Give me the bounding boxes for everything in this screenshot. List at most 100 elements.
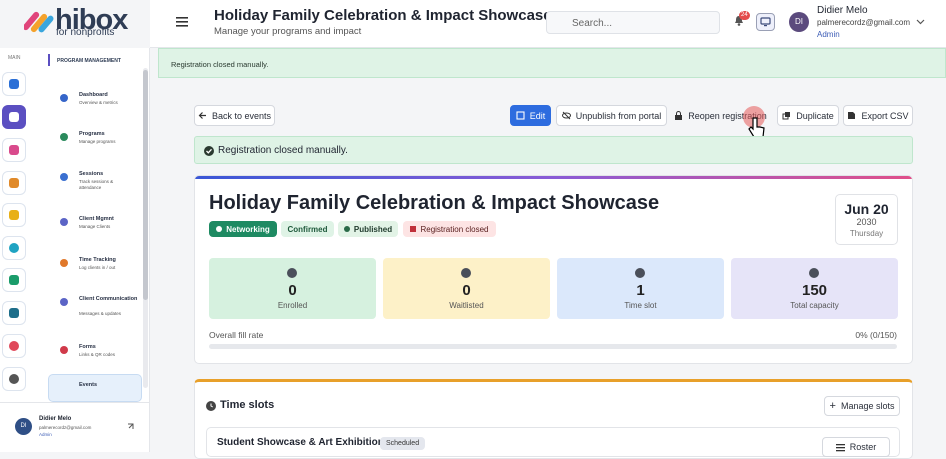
card-accent [195,176,912,179]
slot-name: Student Showcase & Art Exhibition [217,437,384,448]
export-button[interactable]: Export CSV [843,105,913,126]
user-role: Admin [817,30,840,39]
toast: Registration closed manually. [158,48,946,78]
stat-card: 0 Waitlisted [383,258,550,319]
nav-description: Overview & metrics [79,100,118,105]
fill-rate-value: 0% (0/150) [855,330,897,340]
fill-rate-track [209,344,897,349]
nav-icon [60,218,68,226]
event-title: Holiday Family Celebration & Impact Show… [209,192,660,214]
rail-settings[interactable] [2,367,26,391]
date-box: Jun 20 2030 Thursday [835,194,898,245]
page-subtitle: Manage your programs and impact [214,26,362,37]
cursor-highlight [743,106,765,128]
button-label: Roster [849,442,877,452]
clock-icon [206,401,216,411]
icon [561,111,571,120]
stat-label: Time slot [624,301,657,310]
nav-description: Manage Clients [79,224,111,229]
button-label: Reopen registration [688,110,767,121]
button-label: Duplicate [796,110,834,121]
nav-description: Messages & updates [79,311,122,316]
rail-item[interactable] [2,236,26,260]
display-icon [760,17,771,27]
rail-programs[interactable] [2,105,26,129]
icon [848,112,856,119]
icon [516,111,525,120]
badge-icon [343,226,350,232]
nav-label: Client Communication [79,296,138,302]
rail-home[interactable] [2,72,26,96]
nav-description: Track sessions & attendance [79,179,114,190]
reopen-button[interactable]: Reopen registration [672,105,769,126]
stat-icon [461,268,471,278]
search-input[interactable]: Search... [546,11,720,34]
nav-label: Events [79,382,98,388]
icon [782,112,791,120]
section-title: PROGRAM MANAGEMENT [57,58,121,64]
badge-label: Confirmed [287,224,328,234]
nav-label: Forms [79,344,96,350]
unpublish-button[interactable]: Unpublish from portal [556,105,667,126]
logout-icon[interactable] [127,423,134,430]
duplicate-button[interactable]: Duplicate [777,105,839,126]
rail-item[interactable] [2,334,26,358]
date-weekday: Thursday [849,229,884,238]
nav-label: Client Mgmnt [79,216,114,222]
alert: Registration closed manually. [194,136,913,164]
menu-button[interactable] [176,17,188,27]
stat-card: 1 Time slot [557,258,724,319]
nav-description: Log clients in / out [79,265,116,270]
notification-count: 24 [739,11,750,20]
badge-icon [216,226,223,232]
stat-value: 0 [288,282,297,299]
check-icon [204,146,214,156]
rail-item[interactable] [2,301,26,325]
icon [198,112,206,119]
rail-item[interactable] [2,171,26,195]
scrollbar-track [143,68,148,388]
stat-icon [287,268,297,278]
icon [835,443,845,451]
user-name: Didier Melo [817,5,868,16]
time-slots-title: Time slots [220,399,275,411]
stat-icon [809,268,819,278]
divider [0,402,150,403]
stat-label: Enrolled [277,301,308,310]
plus-icon: + [829,400,836,412]
badge-published: Published [338,221,398,237]
nav-description: Links & QR codes [79,352,116,357]
nav-label: Sessions [79,171,104,177]
date-year: 2030 [856,217,877,227]
badge-icon [410,226,417,232]
roster-button[interactable]: Roster [822,437,890,457]
edit-button[interactable]: Edit [510,105,551,126]
badge-label: Registration closed [420,224,489,234]
badge-label: Networking [226,224,270,234]
stat-label: Total capacity [790,301,839,310]
nav-description: Manage programs [79,139,116,144]
nav-label: Dashboard [79,92,108,98]
stat-card: 0 Enrolled [209,258,376,319]
logo-name: hibox [55,4,128,36]
slot-status: Scheduled [380,437,426,450]
stat-label: Waitlisted [449,301,484,310]
nav-icon [60,298,68,306]
rail-item[interactable] [2,138,26,162]
user-email: palmerecordz@gmail.com [817,18,911,27]
badge-networking: Networking [209,221,277,237]
rail-item[interactable] [2,268,26,292]
sidebar-user-name: Didier Melo [39,416,72,422]
manage-slots-button[interactable]: + Manage slots [824,396,900,416]
button-label: Manage slots [840,401,895,411]
nav-icon [60,173,68,181]
rail-item[interactable] [2,203,26,227]
user-avatar[interactable]: DI [789,12,809,32]
badge-registration-closed: Registration closed [403,221,496,237]
display-button[interactable] [756,13,775,31]
user-menu-caret[interactable] [916,19,925,25]
rail-label: MAIN [8,55,21,61]
nav-icon [60,259,68,267]
fill-rate-label: Overall fill rate [209,330,264,340]
back-button[interactable]: Back to events [194,105,275,126]
